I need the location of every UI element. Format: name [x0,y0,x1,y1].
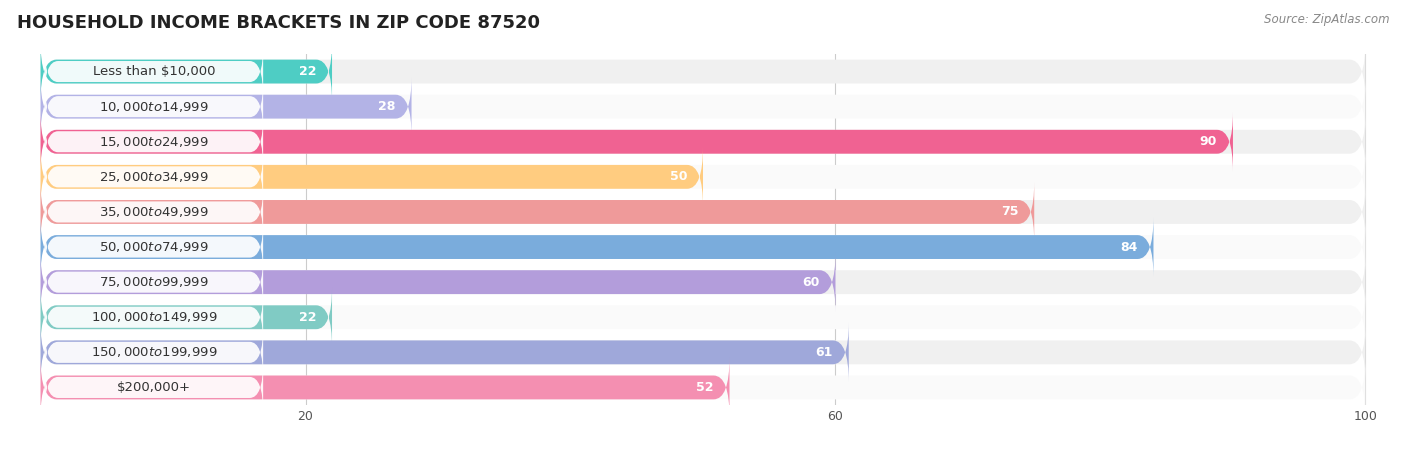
Text: 50: 50 [669,171,688,183]
Text: 60: 60 [803,276,820,288]
Text: HOUSEHOLD INCOME BRACKETS IN ZIP CODE 87520: HOUSEHOLD INCOME BRACKETS IN ZIP CODE 87… [17,14,540,32]
Text: $150,000 to $199,999: $150,000 to $199,999 [90,345,217,360]
FancyBboxPatch shape [45,292,263,342]
Text: 61: 61 [815,346,832,359]
FancyBboxPatch shape [41,217,1365,277]
FancyBboxPatch shape [41,182,1035,242]
FancyBboxPatch shape [41,112,1233,172]
FancyBboxPatch shape [41,322,1365,382]
Text: 22: 22 [298,311,316,324]
FancyBboxPatch shape [41,76,412,137]
FancyBboxPatch shape [41,252,1365,312]
FancyBboxPatch shape [45,81,263,132]
Text: $50,000 to $74,999: $50,000 to $74,999 [98,240,208,254]
FancyBboxPatch shape [41,147,703,207]
FancyBboxPatch shape [41,357,730,418]
FancyBboxPatch shape [41,147,1365,207]
FancyBboxPatch shape [41,112,1365,172]
FancyBboxPatch shape [45,257,263,307]
FancyBboxPatch shape [41,357,1365,418]
Text: 22: 22 [298,65,316,78]
FancyBboxPatch shape [45,327,263,378]
FancyBboxPatch shape [41,41,1365,102]
Text: Source: ZipAtlas.com: Source: ZipAtlas.com [1264,14,1389,27]
Text: $75,000 to $99,999: $75,000 to $99,999 [98,275,208,289]
FancyBboxPatch shape [45,46,263,97]
Text: $200,000+: $200,000+ [117,381,191,394]
FancyBboxPatch shape [45,187,263,237]
Text: $100,000 to $149,999: $100,000 to $149,999 [90,310,217,324]
FancyBboxPatch shape [45,152,263,202]
FancyBboxPatch shape [41,76,1365,137]
Text: $15,000 to $24,999: $15,000 to $24,999 [98,135,208,149]
Text: 90: 90 [1199,135,1218,148]
FancyBboxPatch shape [41,287,1365,347]
FancyBboxPatch shape [41,322,849,382]
FancyBboxPatch shape [41,287,332,347]
Text: $35,000 to $49,999: $35,000 to $49,999 [98,205,208,219]
Text: $25,000 to $34,999: $25,000 to $34,999 [98,170,208,184]
Text: 75: 75 [1001,206,1018,218]
FancyBboxPatch shape [41,252,835,312]
FancyBboxPatch shape [41,41,332,102]
FancyBboxPatch shape [41,182,1365,242]
Text: 84: 84 [1121,241,1137,253]
Text: 52: 52 [696,381,714,394]
FancyBboxPatch shape [45,222,263,272]
FancyBboxPatch shape [41,217,1153,277]
FancyBboxPatch shape [45,362,263,413]
Text: $10,000 to $14,999: $10,000 to $14,999 [98,99,208,114]
Text: Less than $10,000: Less than $10,000 [93,65,215,78]
Text: 28: 28 [378,100,395,113]
FancyBboxPatch shape [45,117,263,167]
